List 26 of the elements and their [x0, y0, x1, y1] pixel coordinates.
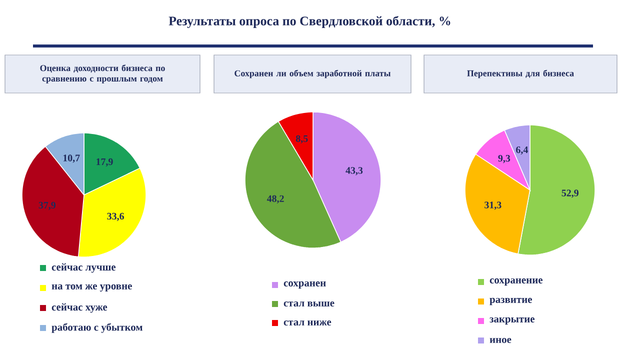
data-label: 52,9 — [562, 190, 578, 198]
data-label: 17,9 — [96, 158, 113, 167]
data-label: 10,7 — [63, 154, 80, 163]
data-label: 43,3 — [346, 167, 363, 176]
legend-label: на том же уровне — [52, 284, 132, 292]
chart-subtitle: Сохранен ли объем заработной платы — [234, 70, 391, 78]
legend-label: сохранение — [490, 278, 543, 286]
legend-label: иное — [490, 338, 512, 344]
legend-label: сейчас хуже — [52, 303, 108, 313]
legend-label: сейчас лучше — [52, 263, 116, 273]
chart-subtitle: Перепективы для бизнеса — [467, 70, 574, 78]
chart-title: Результаты опроса по Свердловской области, % — [168, 16, 450, 28]
data-label: 8,5 — [296, 135, 308, 144]
legend-label: закрытие — [490, 317, 535, 325]
data-label: 48,2 — [266, 195, 284, 204]
legend-label: работаю с убытком — [52, 323, 142, 333]
legend-label: стал выше — [284, 301, 334, 307]
chart-subtitle: Оценка доходности бизнеса по сравнению с прошлым годом — [40, 64, 165, 84]
legend-label: развитие — [490, 298, 532, 306]
legend-label: сохранен — [284, 281, 326, 289]
legend-label: стал ниже — [284, 320, 332, 326]
data-label: 9,3 — [498, 154, 510, 164]
data-label: 6,4 — [516, 146, 528, 155]
data-label: 31,3 — [484, 202, 502, 210]
data-label: 37,9 — [38, 202, 56, 210]
data-label: 33,6 — [107, 212, 124, 222]
